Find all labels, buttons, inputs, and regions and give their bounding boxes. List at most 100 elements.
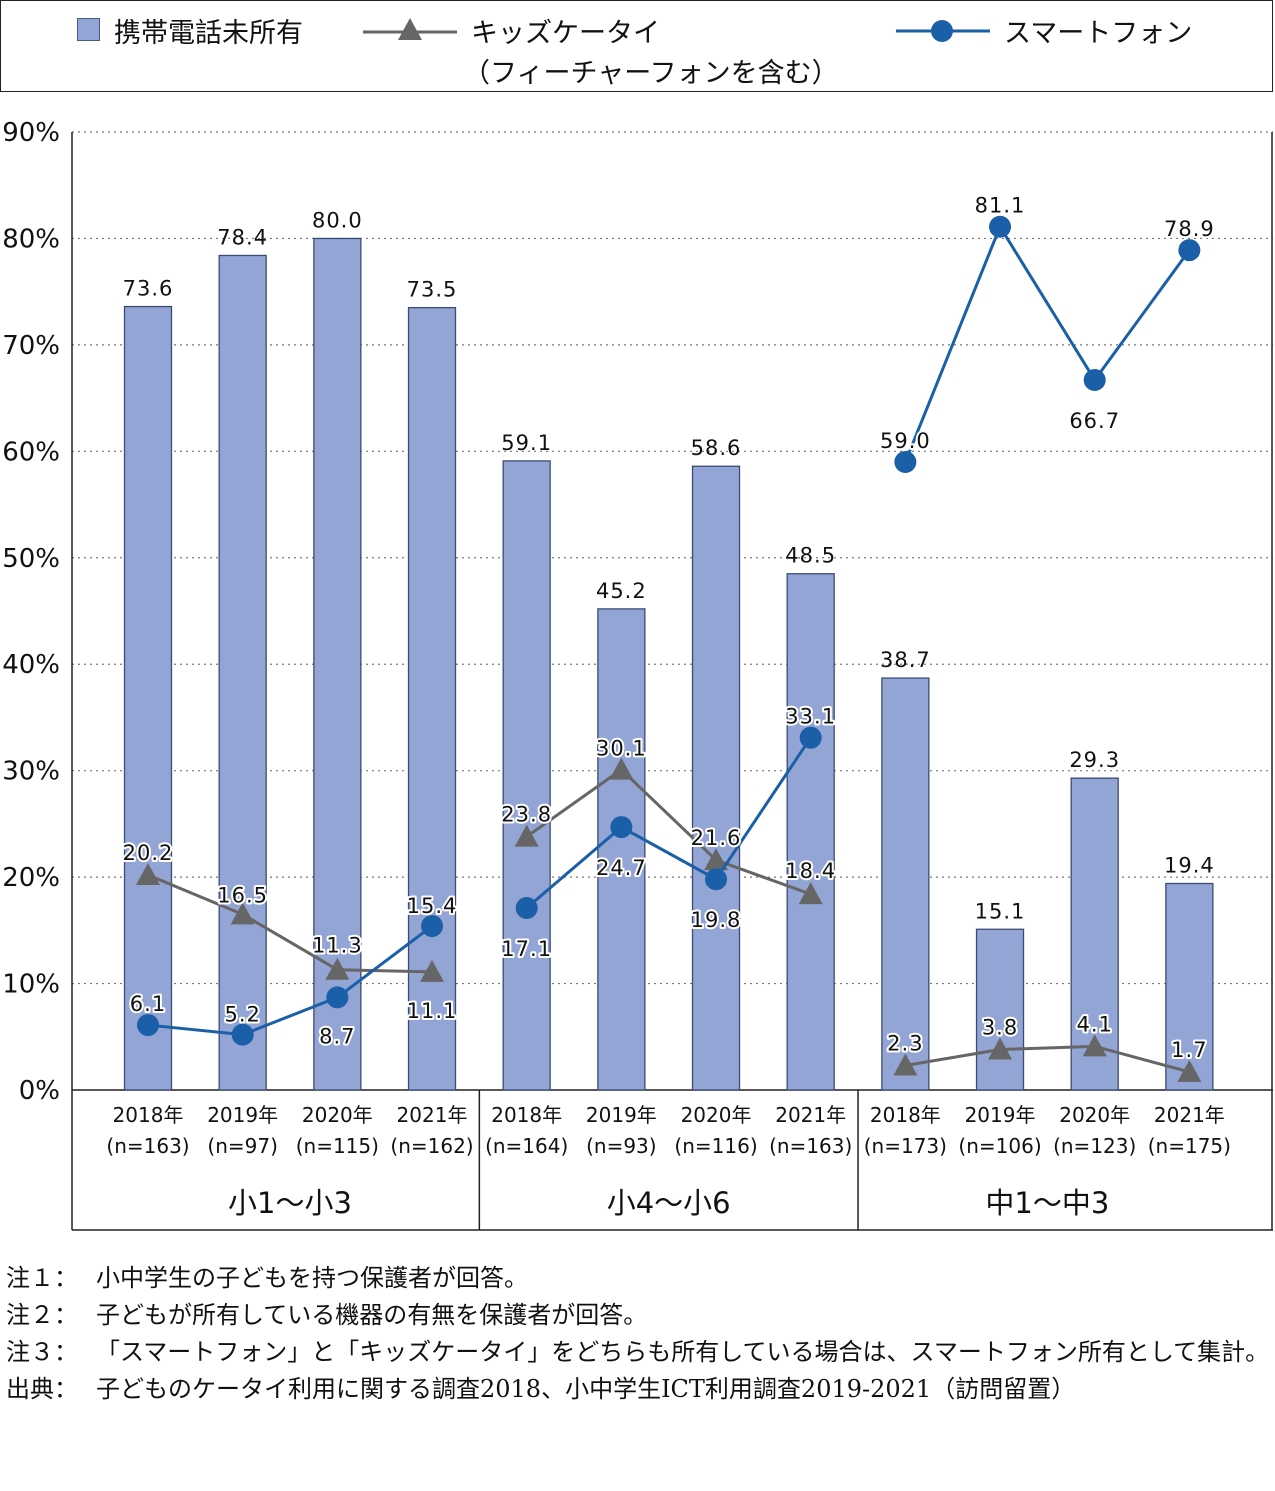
bar-value-label: 15.1 [975,899,1026,923]
y-tick-label: 10% [2,970,60,1000]
kids-value-label: 21.6 [691,826,742,850]
x-category-year: 2021年 [1154,1103,1225,1127]
y-tick-label: 20% [2,863,60,893]
smartphone-marker [799,726,822,749]
group-label: 中1〜中3 [985,1186,1109,1220]
y-tick-label: 0% [19,1076,60,1106]
bar-value-label: 80.0 [312,208,363,232]
group-label: 小4〜小6 [607,1186,731,1220]
bar [881,677,930,1091]
smartphone-marker [231,1023,254,1046]
smartphone-value-label: 17.1 [501,937,552,961]
x-category-year: 2019年 [207,1103,278,1127]
x-category-n: (n=164) [485,1134,568,1158]
legend-marker-kids [363,18,457,40]
bar [313,237,362,1091]
smartphone-marker [1083,369,1106,392]
legend-marker-smartphone [896,20,990,42]
x-category-year: 2020年 [1059,1103,1130,1127]
note-text: 子どものケータイ利用に関する調査2018、小中学生ICT利用調査2019-202… [96,1375,1076,1403]
bar-value-label: 48.5 [785,544,836,568]
legend-label-smartphone: スマートフォン [1004,18,1193,49]
bar-value-label: 73.5 [407,278,458,302]
kids-value-label: 20.2 [123,841,174,865]
kids-marker [230,902,255,925]
kids-line [905,1044,1190,1074]
bar-value-label: 38.7 [880,648,931,672]
x-category-n: (n=173) [864,1134,947,1158]
note-label: 注２： [6,1301,78,1329]
x-category-n: (n=123) [1053,1134,1136,1158]
bar-value-label: 73.6 [123,277,174,301]
notes: 注１： 小中学生の子どもを持つ保護者が回答。 注２： 子どもが所有している機器の有無を… [6,1260,1274,1408]
smartphone-value-label: 66.7 [1069,409,1120,433]
y-tick-label: 30% [2,757,60,787]
smartphone-marker [421,915,444,938]
kids-marker [893,1053,918,1076]
x-category-n: (n=175) [1148,1134,1231,1158]
legend-label-kids: キッズケータイ [471,18,660,49]
kids-line [147,873,433,974]
smartphone-value-label: 19.8 [691,908,742,932]
note-text: 「スマートフォン」と「キッズケータイ」をどちらも所有している場合は、スマートフォ… [96,1338,1270,1366]
smartphone-value-label: 8.7 [319,1024,355,1048]
x-category-year: 2018年 [870,1103,941,1127]
kids-marker [704,848,729,871]
bar-value-label: 78.4 [217,225,268,249]
kids-marker [988,1037,1013,1060]
x-category-n: (n=163) [769,1134,852,1158]
x-category-n: (n=115) [296,1134,379,1158]
legend: 携帯電話未所有 キッズケータイ （フィーチャーフォンを含む） スマートフォン [0,0,1273,92]
smartphone-marker [137,1014,159,1037]
smartphone-value-label: 15.4 [407,894,458,918]
smartphone-value-label: 81.1 [975,194,1026,218]
smartphone-value-label: 78.9 [1164,217,1215,241]
bar [218,254,267,1091]
chart: 0% 10% 20% 30% 40% 50% 60% 70% 80% 90% 73.6 78.4 80.… [2,118,1273,1231]
note-3: 注３： 「スマートフォン」と「キッズケータイ」をどちらも所有している場合は、スマー… [6,1334,1274,1371]
x-category-n: (n=93) [586,1134,657,1158]
bar [502,460,551,1091]
kids-value-label: 11.3 [312,934,363,958]
y-tick-label: 60% [2,437,60,467]
x-category-n: (n=97) [207,1134,278,1158]
smartphone-line [903,223,1191,463]
y-tick-label: 80% [2,224,60,254]
bar-value-label: 29.3 [1069,748,1120,772]
x-category-year: 2021年 [775,1103,846,1127]
note-text: 子どもが所有している機器の有無を保護者が回答。 [96,1301,648,1329]
kids-value-label: 30.1 [596,737,647,761]
bar-value-label: 59.1 [501,431,552,455]
note-label: 注１： [6,1264,78,1292]
x-category-year: 2018年 [491,1103,562,1127]
smartphone-value-label: 24.7 [596,856,647,880]
x-category-n: (n=162) [390,1134,473,1158]
y-tick-label: 50% [2,544,60,574]
x-category-n: (n=163) [106,1134,189,1158]
kids-value-label: 18.4 [785,859,836,883]
bar [691,465,741,1091]
x-category-n: (n=116) [674,1134,757,1158]
smartphone-marker [989,215,1012,238]
note-label: 出典： [6,1375,78,1403]
kids-marker [136,862,160,885]
bar-value-label: 19.4 [1164,853,1215,877]
kids-value-label: 3.8 [982,1016,1018,1040]
bar [975,928,1025,1091]
bar-value-label: 45.2 [596,579,647,603]
smartphone-marker [515,896,538,919]
bar [123,305,173,1091]
smartphone-marker [894,450,917,473]
smartphone-line [147,924,433,1037]
bar [786,573,835,1091]
kids-marker [420,959,445,982]
kids-marker [609,757,634,780]
kids-value-label: 4.1 [1076,1012,1112,1036]
kids-marker [514,824,539,847]
smartphone-value-label: 6.1 [130,992,166,1016]
bar [1165,882,1214,1091]
kids-marker [325,957,350,980]
smartphone-marker [1178,239,1201,262]
note-label: 注３： [6,1338,78,1366]
note-4: 出典： 子どものケータイ利用に関する調査2018、小中学生ICT利用調査2019-… [6,1371,1274,1408]
